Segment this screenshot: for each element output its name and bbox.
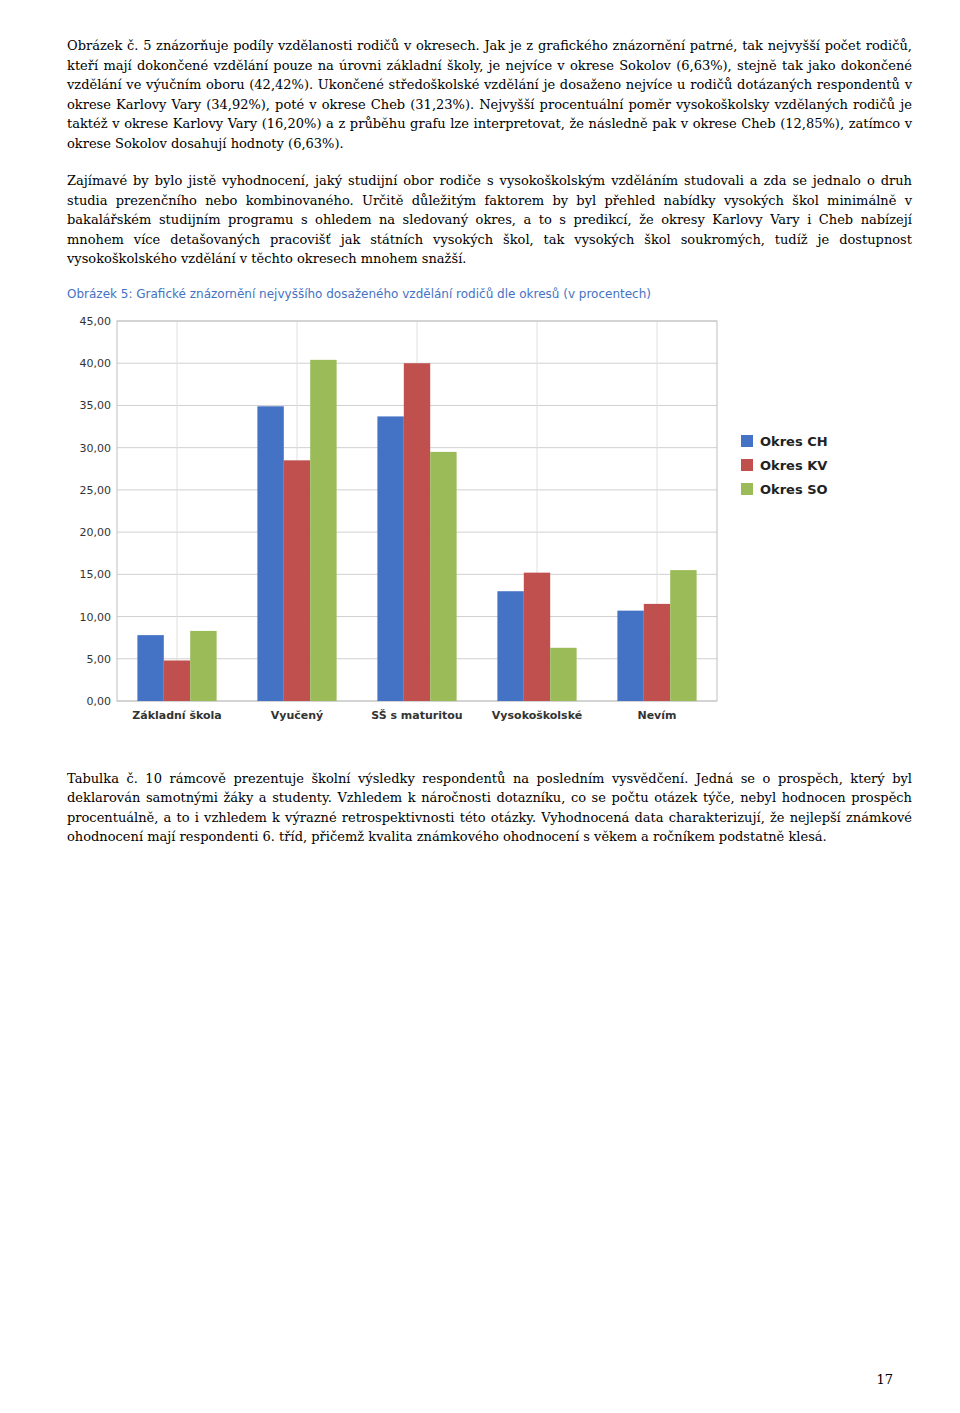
y-tick-label: 5,00 xyxy=(87,652,112,665)
y-tick-label: 15,00 xyxy=(80,568,112,581)
legend-swatch xyxy=(741,459,753,471)
paragraph: Tabulka č. 10 rámcově prezentuje školní … xyxy=(67,769,912,847)
bar xyxy=(404,363,430,701)
axes: 0,00 5,00 10,00 15,00 20,00 25,00 30,00 35,00 40… xyxy=(80,315,718,722)
y-tick-label: 30,00 xyxy=(80,441,112,454)
bar xyxy=(377,416,403,701)
bar xyxy=(670,570,696,701)
bars xyxy=(137,359,696,700)
chart: 0,00 5,00 10,00 15,00 20,00 25,00 30,00 35,00 40… xyxy=(67,309,912,749)
y-tick-label: 40,00 xyxy=(80,357,112,370)
bar xyxy=(430,451,456,700)
bar xyxy=(644,603,670,700)
chart-title: Obrázek 5: Grafické znázornění nejvyššíh… xyxy=(67,287,912,301)
x-tick-label: SŠ s maturitou xyxy=(371,709,462,722)
grid xyxy=(117,321,717,701)
bar xyxy=(310,359,336,700)
x-grid-line xyxy=(177,321,178,701)
plot-frame xyxy=(117,321,717,701)
legend-label: Okres SO xyxy=(760,482,828,497)
x-tick-label: Základní škola xyxy=(132,709,222,722)
bar xyxy=(497,591,523,701)
page-number: 17 xyxy=(876,1372,893,1387)
y-tick-label: 0,00 xyxy=(87,695,112,708)
x-tick-label: Nevím xyxy=(637,709,676,722)
bar xyxy=(524,572,550,700)
bar xyxy=(164,660,190,701)
x-tick-label: Vyučený xyxy=(271,709,324,722)
y-tick-label: 25,00 xyxy=(80,483,112,496)
legend-label: Okres CH xyxy=(760,434,828,449)
x-tick-label: Vysokoškolské xyxy=(492,709,582,722)
y-tick-label: 10,00 xyxy=(80,610,112,623)
y-tick-label: 35,00 xyxy=(80,399,112,412)
bar xyxy=(284,460,310,701)
legend-swatch xyxy=(741,483,753,495)
y-tick-label: 45,00 xyxy=(80,315,112,328)
paragraph: Obrázek č. 5 znázorňuje podíly vzdělanos… xyxy=(67,36,912,153)
y-tick-label: 20,00 xyxy=(80,526,112,539)
legend-swatch xyxy=(741,435,753,447)
paragraph: Zajímavé by bylo jistě vyhodnocení, jaký… xyxy=(67,171,912,269)
bar xyxy=(190,630,216,700)
bar xyxy=(617,610,643,700)
legend-label: Okres KV xyxy=(760,458,827,473)
page: Obrázek č. 5 znázorňuje podíly vzdělanos… xyxy=(67,36,912,865)
bar xyxy=(550,647,576,700)
bar xyxy=(257,406,283,701)
legend: Okres CH Okres KV Okres SO xyxy=(741,434,828,497)
bar xyxy=(137,635,163,701)
